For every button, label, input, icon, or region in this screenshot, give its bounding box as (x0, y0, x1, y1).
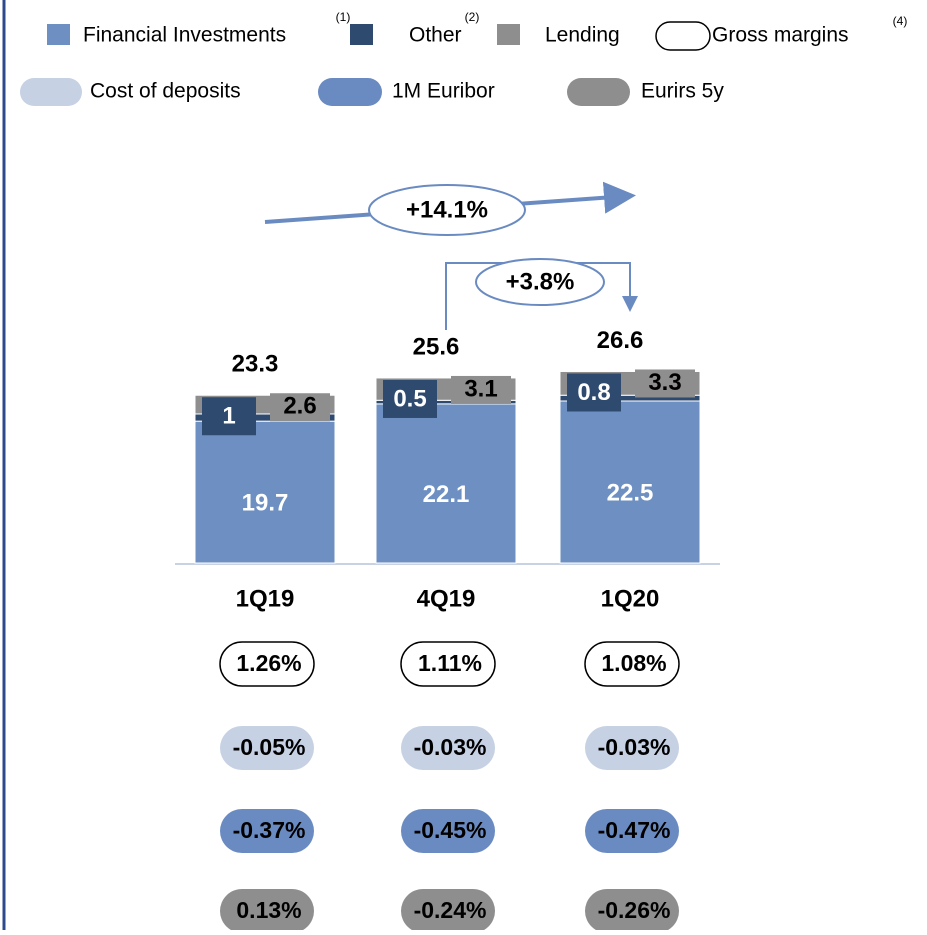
rate-pill (401, 726, 495, 770)
legend-note: (4) (893, 14, 908, 28)
legend-label: Gross margins (712, 24, 849, 47)
legend-swatch (497, 24, 520, 45)
x-tick-label: 1Q20 (601, 585, 660, 612)
value-label: 3.1 (464, 375, 497, 402)
rate-pill (585, 809, 679, 853)
value-label: 19.7 (242, 489, 289, 516)
annotation: +3.8% (506, 268, 575, 295)
total-label: 25.6 (413, 333, 460, 360)
bar-segment (559, 400, 701, 564)
label-box (270, 393, 330, 422)
legend-label: Lending (545, 24, 620, 47)
label-box (202, 397, 256, 436)
rate-label: -0.24% (414, 897, 487, 923)
rate-label: -0.47% (598, 817, 671, 843)
legend-label: Other (409, 24, 462, 47)
value-label: 22.1 (423, 481, 470, 508)
rate-pill (219, 641, 315, 687)
label-box (383, 379, 437, 418)
legend-label: 1M Euribor (392, 80, 495, 103)
value-label: 3.3 (648, 369, 681, 396)
label-box (635, 369, 695, 398)
rate-pill (401, 889, 495, 933)
legend-label: Financial Investments (83, 24, 286, 47)
rate-pill (220, 726, 314, 770)
value-label: 2.6 (283, 393, 316, 420)
rate-label: 1.26% (236, 650, 301, 676)
rate-label: -0.26% (598, 897, 671, 923)
legend-swatch (350, 24, 373, 45)
rate-label: 1.08% (601, 650, 666, 676)
label-box (451, 375, 511, 404)
value-label: 0.5 (393, 385, 426, 412)
annotation-bubble (475, 258, 605, 306)
rate-pill (400, 641, 496, 687)
label-box (567, 373, 621, 412)
rate-label: 0.13% (236, 897, 301, 923)
legend-label: Cost of deposits (90, 80, 241, 103)
value-label: 0.8 (577, 379, 610, 406)
rate-pill (584, 641, 680, 687)
annotation-bubble (368, 184, 526, 236)
legend-swatch (20, 78, 82, 106)
x-tick-label: 4Q19 (417, 585, 476, 612)
rate-label: -0.45% (414, 817, 487, 843)
legend-note: (2) (465, 10, 480, 24)
rate-label: 1.11% (418, 650, 482, 676)
rate-label: -0.05% (233, 734, 306, 760)
legend-swatch (47, 24, 70, 45)
legend-swatch (318, 78, 382, 106)
total-label: 26.6 (597, 327, 644, 354)
x-tick-label: 1Q19 (236, 585, 295, 612)
legend-swatch (655, 21, 711, 51)
rate-pill (401, 809, 495, 853)
rate-pill (220, 809, 314, 853)
legend-swatch (567, 78, 630, 106)
rate-label: -0.37% (233, 817, 306, 843)
value-label: 22.5 (607, 479, 654, 506)
total-label: 23.3 (232, 351, 279, 378)
rate-pill (585, 726, 679, 770)
value-label: 1 (222, 403, 235, 430)
rate-label: -0.03% (598, 734, 671, 760)
rate-label: -0.03% (414, 734, 487, 760)
annotation: +14.1% (406, 196, 488, 223)
rate-pill (585, 889, 679, 933)
legend-label: Eurirs 5y (641, 80, 724, 103)
legend-note: (1) (336, 10, 351, 24)
rate-pill (220, 889, 314, 933)
